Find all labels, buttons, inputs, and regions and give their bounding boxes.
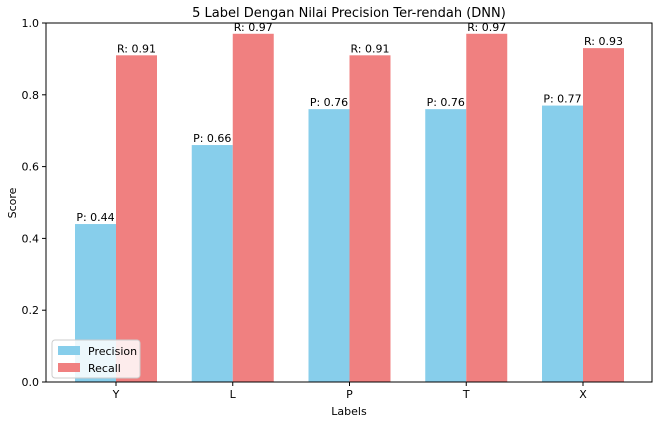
y-tick-label: 1.0: [22, 17, 40, 30]
y-axis-label: Score: [6, 187, 19, 218]
data-label-recall-x: R: 0.93: [584, 35, 623, 48]
data-label-precision-p: P: 0.76: [310, 96, 348, 109]
bar-recall-y: [116, 55, 157, 383]
bar-recall-l: [232, 33, 274, 383]
x-tick-label: Y: [112, 388, 120, 401]
legend-swatch-precision: [58, 346, 80, 355]
legend-swatch-recall: [58, 363, 80, 372]
data-label-precision-l: P: 0.66: [193, 132, 231, 145]
data-label-recall-y: R: 0.91: [117, 42, 156, 55]
bar-precision-p: [308, 109, 350, 382]
x-tick-label: T: [462, 388, 470, 401]
data-label-recall-t: R: 0.97: [467, 21, 506, 34]
y-tick-label: 0.2: [22, 304, 40, 317]
x-tick-label: X: [579, 388, 587, 401]
data-label-precision-x: P: 0.77: [543, 93, 581, 106]
y-tick-label: 0.6: [22, 161, 40, 174]
plot-area: P: 0.44 P: 0.66 P: 0.76 P: 0.76 P: 0.77 R: 0.…: [22, 17, 653, 401]
data-label-precision-t: P: 0.76: [427, 96, 465, 109]
x-tick-label: P: [346, 388, 353, 401]
bar-recall-t: [466, 33, 508, 383]
data-label-recall-l: R: 0.97: [234, 21, 273, 34]
data-label-recall-p: R: 0.91: [351, 42, 390, 55]
y-tick-label: 0.0: [22, 376, 40, 389]
bar-precision-l: [191, 145, 233, 382]
y-tick-label: 0.8: [22, 89, 40, 102]
x-tick-label: L: [230, 388, 237, 401]
legend-label-recall: Recall: [88, 362, 121, 375]
chart-title: 5 Label Dengan Nilai Precision Ter-renda…: [192, 6, 506, 21]
bar-recall-x: [583, 48, 624, 382]
x-axis-label: Labels: [331, 405, 367, 418]
legend-label-precision: Precision: [88, 345, 137, 358]
legend: Precision Recall: [51, 339, 141, 379]
data-label-precision-y: P: 0.44: [76, 211, 114, 224]
y-tick-label: 0.4: [22, 232, 40, 245]
bar-recall-p: [349, 55, 391, 383]
bar-precision-t: [425, 109, 467, 382]
bar-precision-x: [542, 105, 583, 382]
